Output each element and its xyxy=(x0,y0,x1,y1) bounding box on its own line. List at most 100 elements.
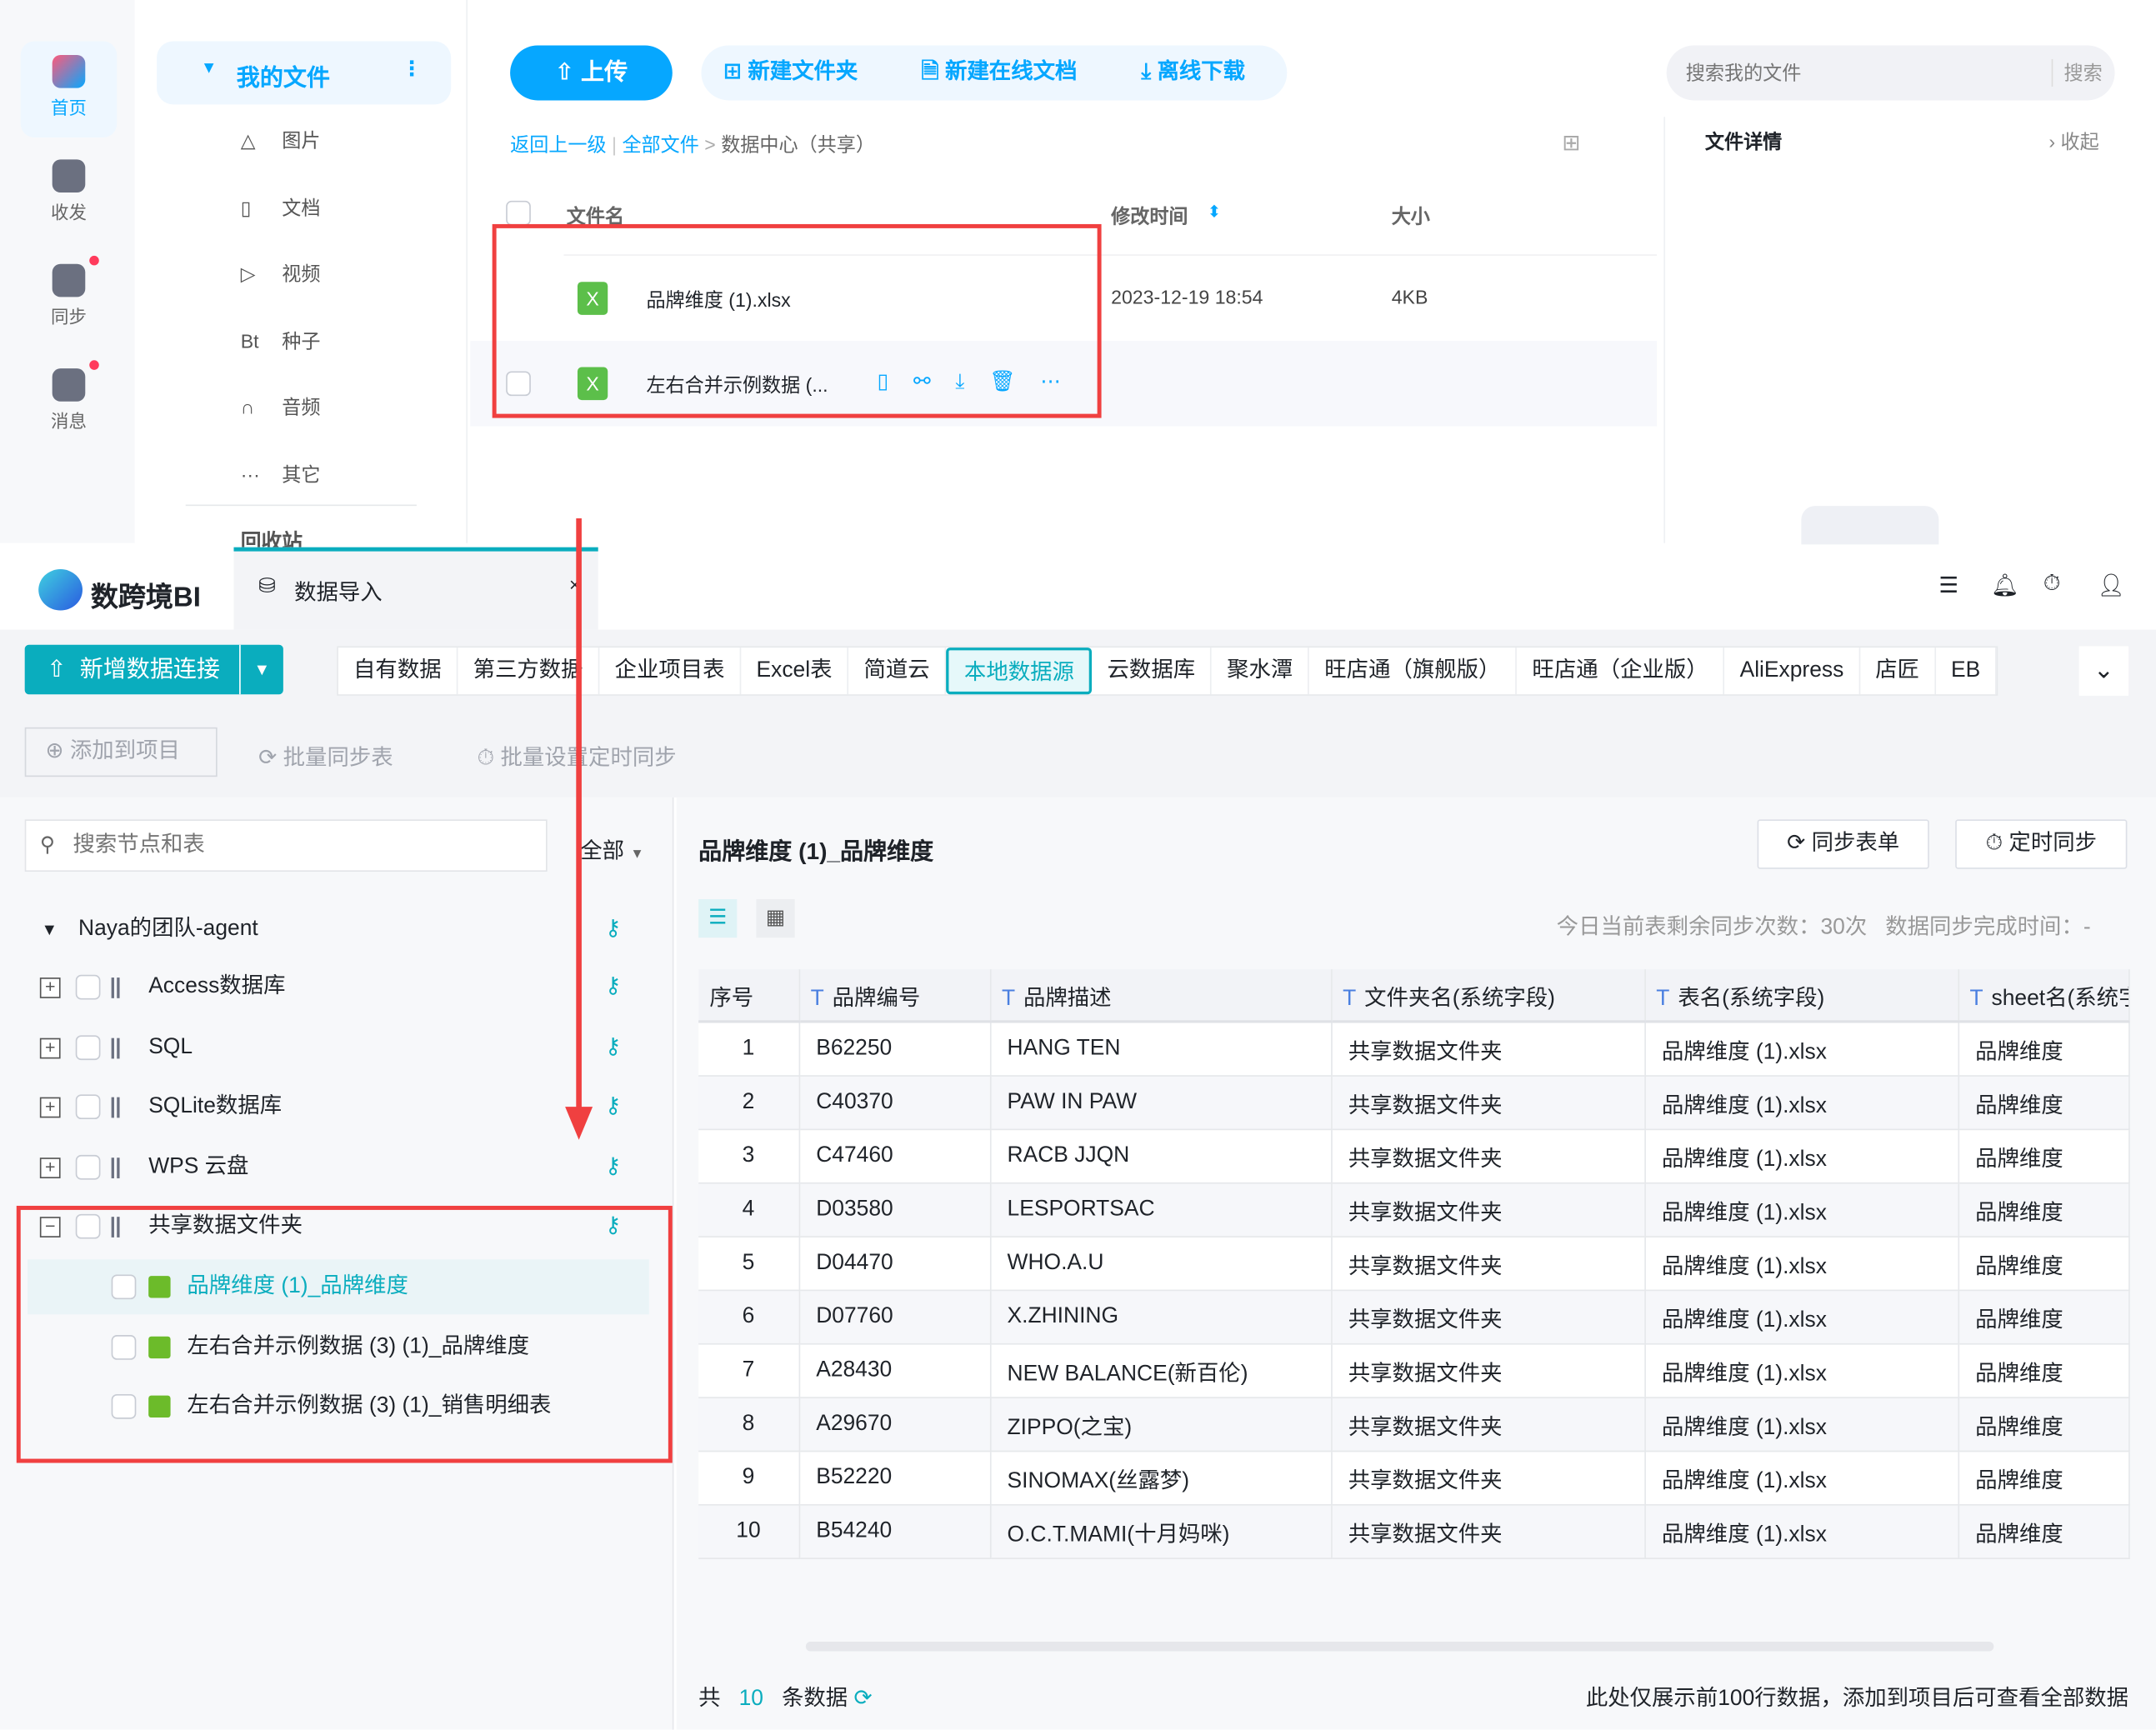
tree-node[interactable]: + WPS 云盘 ⚷ xyxy=(0,1139,673,1194)
file-search-input[interactable] xyxy=(1685,56,2030,90)
user-icon[interactable]: 👤︎ xyxy=(2097,574,2125,598)
sidebar-item[interactable]: ∩ 音频 xyxy=(241,393,321,421)
file-name[interactable]: 品牌维度 (1).xlsx xyxy=(646,288,791,311)
file-checkbox[interactable] xyxy=(506,371,531,397)
breadcrumb-all-files[interactable]: 全部文件 xyxy=(622,133,699,156)
sidebar-item[interactable]: ··· 其它 xyxy=(241,460,321,488)
sidebar-my-files[interactable]: ▼ 我的文件 ⋮ xyxy=(157,41,452,105)
rail-item-home[interactable]: 首页 xyxy=(20,41,118,138)
phone-icon[interactable]: ▯ xyxy=(877,369,913,393)
tree-checkbox[interactable] xyxy=(111,1274,137,1300)
select-all-checkbox[interactable] xyxy=(506,200,531,226)
tree-checkbox[interactable] xyxy=(75,974,101,1000)
more-icon[interactable]: ⋯ xyxy=(1040,369,1086,393)
source-tab[interactable]: 简道云 xyxy=(848,648,947,695)
sidebar-item[interactable]: Bt 种子 xyxy=(241,327,321,354)
source-tab[interactable]: Excel表 xyxy=(741,648,849,695)
sidebar-item[interactable]: △ 图片 xyxy=(241,127,321,154)
tree-table-item[interactable]: 左右合并示例数据 (3) (1)_品牌维度 xyxy=(0,1319,673,1374)
permission-icon[interactable]: ⚷ xyxy=(604,1213,622,1238)
expand-icon[interactable]: + xyxy=(39,978,61,998)
column-size[interactable]: 大小 xyxy=(1391,204,1430,228)
more-vertical-icon[interactable]: ⋮ xyxy=(401,58,423,82)
source-tab[interactable]: 第三方数据 xyxy=(458,648,600,695)
refresh-icon[interactable]: ⟳ xyxy=(853,1687,873,1711)
source-tab[interactable]: 店匠 xyxy=(1860,648,1936,695)
row-view-icon[interactable]: ☰ xyxy=(698,899,738,938)
column-header[interactable]: T 表名(系统字段) xyxy=(1644,969,1959,1023)
source-tab[interactable]: 自有数据 xyxy=(338,648,458,695)
new-doc-button[interactable]: 🗎 新建在线文档 xyxy=(921,60,1078,84)
tree-checkbox[interactable] xyxy=(111,1334,137,1359)
source-tab[interactable]: 企业项目表 xyxy=(599,648,742,695)
rail-item-share-folder[interactable]: 收发 xyxy=(21,146,117,242)
new-folder-button[interactable]: ⊞ 新建文件夹 xyxy=(723,60,858,84)
horizontal-scrollbar[interactable] xyxy=(805,1641,1994,1652)
tree-root[interactable]: ▼ Naya的团队-agent ⚷ xyxy=(0,902,673,957)
expand-icon[interactable]: + xyxy=(39,1097,61,1118)
file-row[interactable]: X 品牌维度 (1).xlsx 2023-12-19 18:54 4KB xyxy=(470,258,1657,340)
offline-download-button[interactable]: ⤓ 离线下载 xyxy=(1141,60,1246,84)
tree-checkbox[interactable] xyxy=(75,1213,101,1239)
sync-form-button[interactable]: ⟳ 同步表单 xyxy=(1757,819,1929,869)
column-header[interactable]: T 品牌编号 xyxy=(798,969,991,1023)
rail-item-message[interactable]: 消息 xyxy=(21,355,117,451)
permission-icon[interactable]: ⚷ xyxy=(604,1094,622,1118)
new-connection-button[interactable]: ⇧ 新增数据连接 ▼ xyxy=(24,644,283,695)
sort-icon[interactable]: ⬍ xyxy=(1207,202,1222,222)
source-tab[interactable]: EB xyxy=(1936,648,1998,695)
tree-table-item[interactable]: 品牌维度 (1)_品牌维度 xyxy=(27,1259,649,1315)
tree-node[interactable]: − 共享数据文件夹 ⚷ xyxy=(0,1199,673,1254)
tree-node[interactable]: + SQL ⚷ xyxy=(0,1019,673,1074)
expand-icon[interactable]: + xyxy=(39,1037,61,1058)
source-tab[interactable]: 聚水潭 xyxy=(1212,648,1310,695)
add-to-project-button[interactable]: ⊕ 添加到项目 xyxy=(24,727,218,778)
permission-icon[interactable]: ⚷ xyxy=(604,917,622,941)
permission-icon[interactable]: ⚷ xyxy=(604,1034,622,1058)
permission-icon[interactable]: ⚷ xyxy=(604,974,622,998)
tree-search-input[interactable] xyxy=(73,830,527,861)
bell-icon[interactable]: 🔔︎ xyxy=(1991,574,2019,598)
list-icon[interactable]: ☰ xyxy=(1938,574,1959,598)
column-modified[interactable]: 修改时间 xyxy=(1111,204,1188,228)
source-tab[interactable]: 旺店通（企业版） xyxy=(1517,648,1725,695)
tree-table-item[interactable]: 左右合并示例数据 (3) (1)_销售明细表 xyxy=(0,1379,673,1434)
batch-timer-button[interactable]: ⏱︎ 批量设置定时同步 xyxy=(477,746,677,770)
tree-checkbox[interactable] xyxy=(75,1154,101,1179)
column-header[interactable]: 序号 xyxy=(698,969,800,1023)
share-icon[interactable]: ⚯ xyxy=(913,369,956,393)
filter-dropdown[interactable]: 全部 ▼ xyxy=(580,840,644,864)
tree-node[interactable]: + SQLite数据库 ⚷ xyxy=(0,1079,673,1134)
tree-checkbox[interactable] xyxy=(111,1393,137,1419)
file-row[interactable]: X 左右合并示例数据 (... ▯⚯⤓🗑⋯ xyxy=(470,341,1658,427)
tree-node[interactable]: + Access数据库 ⚷ xyxy=(0,960,673,1015)
collapse-icon[interactable]: − xyxy=(39,1217,61,1238)
column-name[interactable]: 文件名 xyxy=(566,204,625,228)
collapse-details-button[interactable]: › 收起 xyxy=(2048,130,2099,153)
timer-icon[interactable]: ⏱︎ xyxy=(2043,572,2061,596)
batch-sync-button[interactable]: ⟳ 批量同步表 xyxy=(258,746,393,770)
breadcrumb-back[interactable]: 返回上一级 xyxy=(510,133,607,156)
source-tab[interactable]: 云数据库 xyxy=(1092,648,1212,695)
upload-button[interactable]: ⇧ 上传 xyxy=(510,45,673,101)
source-tab[interactable]: AliExpress xyxy=(1724,648,1861,695)
source-tab[interactable]: 旺店通（旗舰版） xyxy=(1309,648,1518,695)
timed-sync-button[interactable]: ⏱︎ 定时同步 xyxy=(1955,819,2128,869)
sidebar-item[interactable]: ▯ 文档 xyxy=(241,193,321,221)
grid-view-icon[interactable]: ⊞ xyxy=(1562,132,1581,156)
permission-icon[interactable]: ⚷ xyxy=(604,1154,622,1178)
column-header[interactable]: T 文件夹名(系统字段) xyxy=(1331,969,1646,1023)
dropdown-caret-icon[interactable]: ▼ xyxy=(239,644,283,695)
download-icon[interactable]: ⤓ xyxy=(955,369,990,393)
tab-data-import[interactable]: ⛁ 数据导入 × xyxy=(233,547,598,630)
tree-checkbox[interactable] xyxy=(75,1034,101,1060)
more-tabs-chevron-icon[interactable]: ⌄ xyxy=(2078,646,2129,696)
expand-icon[interactable]: + xyxy=(39,1157,61,1178)
sidebar-item[interactable]: ▷ 视频 xyxy=(241,260,321,288)
column-header[interactable]: T 品牌描述 xyxy=(989,969,1332,1023)
rail-item-sync[interactable]: 同步 xyxy=(21,250,117,346)
file-search-button[interactable]: 搜索 xyxy=(2051,58,2103,87)
table-view-icon[interactable]: ▦ xyxy=(756,899,795,938)
source-tab[interactable]: 本地数据源 xyxy=(946,648,1093,695)
